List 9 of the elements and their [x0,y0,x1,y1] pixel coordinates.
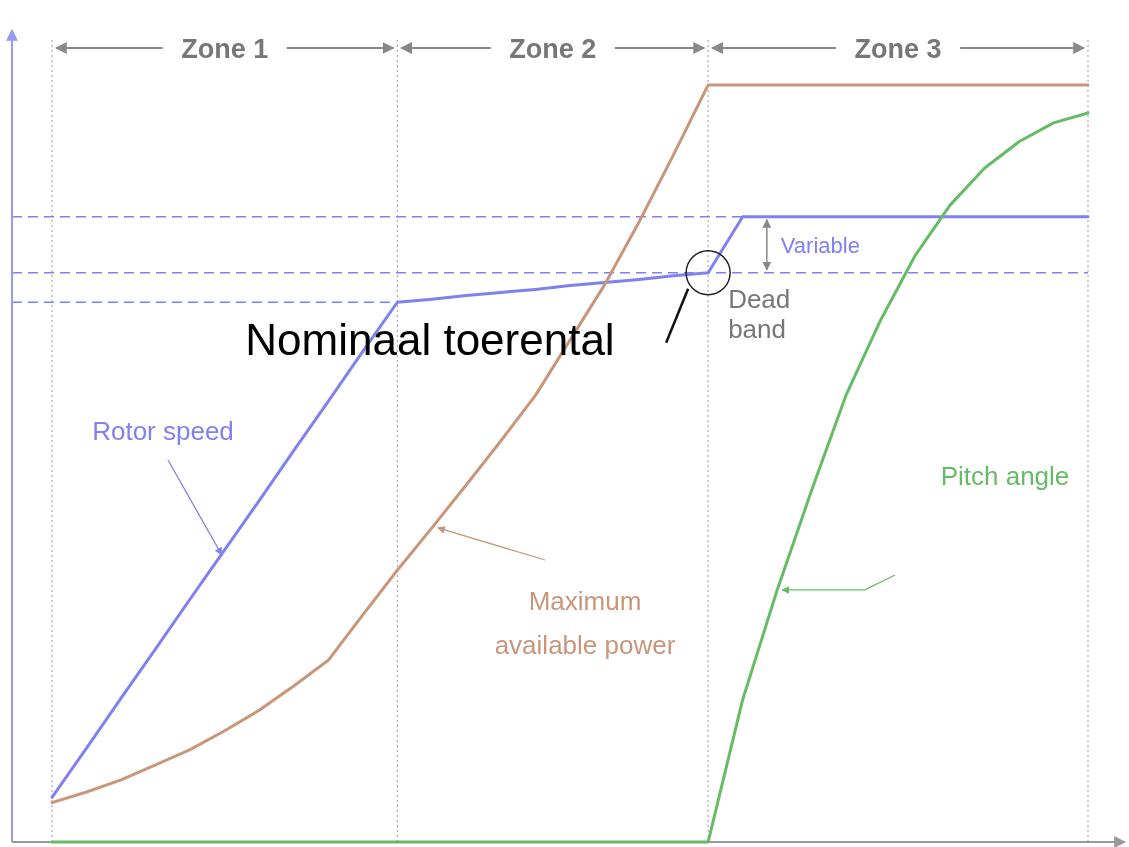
annotation: Dead band [728,283,791,344]
annotation: Variable [780,232,860,258]
text: Zone 3 [854,34,942,64]
series-label: Rotor speed [92,416,234,446]
annotation: Nominaal toerental [245,314,615,364]
text: Pitch angle [940,461,1070,491]
text: Zone 2 [509,34,597,64]
text: Zone 1 [181,34,269,64]
legend-label: Maximum available power [494,586,676,660]
